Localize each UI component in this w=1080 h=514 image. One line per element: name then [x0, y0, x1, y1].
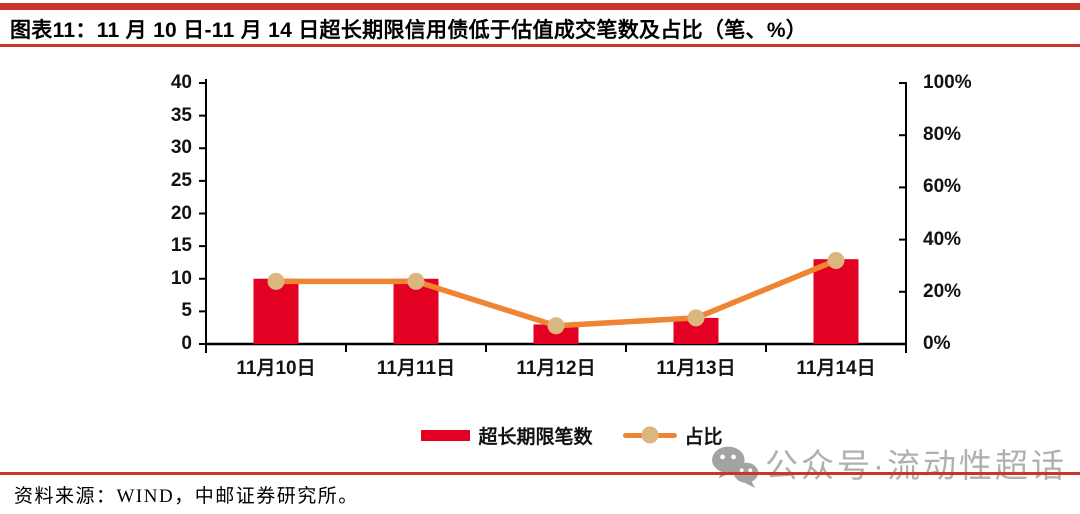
source-note: 资料来源：WIND，中邮证券研究所。 [14, 486, 359, 507]
left-axis-tick-label: 40 [170, 72, 192, 93]
right-axis-tick-label: 20% [923, 280, 962, 302]
figure-title: 图表11：11 月 10 日-11 月 14 日超长期限信用债低于估值成交笔数及… [10, 19, 808, 42]
line-series-path [273, 257, 839, 329]
legend-item-bar-series: 超长期限笔数 [421, 422, 593, 449]
line-data-point [827, 251, 845, 269]
right-axis-tick-label: 0% [923, 333, 951, 354]
legend-label-bar-series: 超长期限笔数 [478, 426, 593, 448]
line-series-swatch [622, 426, 677, 444]
left-axis-tick-label: 0 [181, 333, 192, 354]
bottom-border-rule [0, 472, 1080, 475]
right-axis-tick-label: 40% [923, 228, 962, 250]
watermark: 公众号·流动性超话 [710, 444, 1067, 488]
bar [813, 259, 859, 344]
line-data-point [407, 272, 425, 290]
bar-series-swatch [421, 429, 471, 441]
legend-item-line-series: 占比 [622, 422, 723, 449]
x-axis-category-label: 11月13日 [656, 358, 736, 379]
x-axis-category-label: 11月10日 [236, 358, 316, 379]
right-axis-tick-label: 100% [923, 72, 972, 93]
left-axis-tick-label: 15 [170, 235, 192, 257]
chart-legend: 超长期限笔数 占比 [222, 422, 922, 448]
watermark-text: 公众号·流动性超话 [765, 447, 1067, 484]
line-data-point [267, 272, 285, 290]
right-axis-tick-label: 80% [923, 124, 962, 146]
left-axis-tick-label: 5 [181, 300, 192, 322]
left-axis-tick-label: 25 [170, 169, 192, 191]
left-axis-tick-label: 35 [170, 104, 192, 126]
line-data-point [687, 309, 705, 327]
title-underline-rule [0, 44, 1080, 47]
left-axis-tick-label: 20 [170, 202, 192, 224]
left-axis-tick-label: 10 [170, 267, 192, 289]
line-data-point [547, 317, 565, 335]
wechat-icon [712, 446, 759, 488]
x-axis-category-label: 11月11日 [376, 358, 456, 379]
legend-label-line-series: 占比 [684, 426, 723, 448]
left-axis-tick-label: 30 [170, 137, 192, 159]
right-axis-tick-label: 60% [923, 176, 962, 198]
x-axis-category-label: 11月12日 [516, 358, 596, 379]
line-marker-swatch [641, 426, 658, 444]
top-border-rule [0, 3, 1080, 10]
x-axis-category-label: 11月14日 [796, 358, 876, 379]
